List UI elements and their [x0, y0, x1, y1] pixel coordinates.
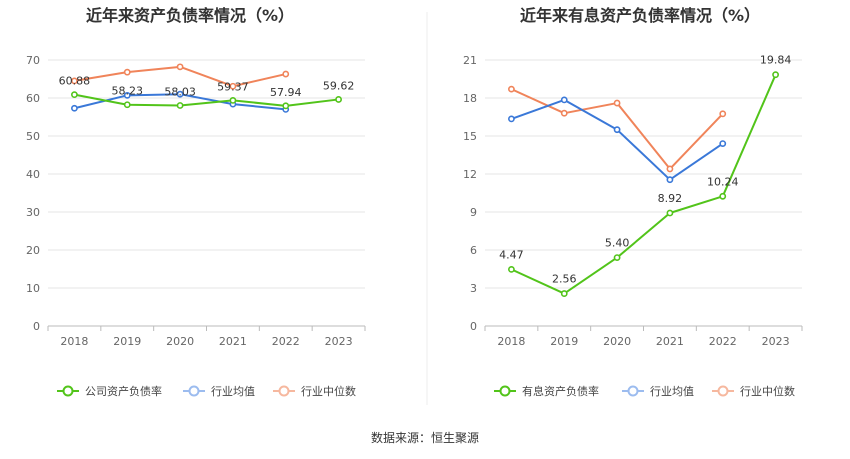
y-tick-label: 20: [26, 244, 40, 257]
legend-swatch-marker: [627, 385, 639, 397]
data-point[interactable]: [666, 176, 674, 184]
x-tick-label: 2020: [166, 335, 194, 348]
data-point[interactable]: [71, 104, 78, 112]
data-point[interactable]: [176, 90, 184, 98]
data-label: 19.84: [760, 54, 792, 67]
data-point[interactable]: [772, 71, 779, 79]
y-tick-label: 3: [470, 282, 477, 295]
data-point[interactable]: [508, 115, 515, 123]
y-tick-label: 15: [463, 130, 477, 143]
data-source-note: 数据来源：恒生聚源: [371, 430, 479, 445]
data-label: 2.56: [552, 273, 577, 286]
data-point[interactable]: [613, 254, 621, 261]
x-tick-label: 2022: [709, 335, 737, 348]
data-point[interactable]: [560, 109, 568, 117]
data-point[interactable]: [176, 63, 184, 71]
data-label: 59.37: [217, 80, 249, 93]
y-tick-label: 50: [26, 130, 40, 143]
legend-label: 公司资产负债率: [85, 384, 162, 398]
legend-item[interactable]: 公司资产负债率: [57, 384, 162, 398]
y-tick-label: 9: [470, 206, 477, 219]
data-label: 58.23: [112, 85, 144, 98]
data-label: 4.47: [499, 248, 524, 261]
legend-swatch-marker: [62, 385, 74, 397]
data-point[interactable]: [71, 91, 78, 99]
data-point[interactable]: [335, 96, 342, 103]
data-point[interactable]: [666, 165, 674, 173]
chart-title: 近年来资产负债率情况（%）: [86, 6, 294, 25]
legend-swatch-marker: [717, 385, 729, 397]
legend-item[interactable]: 行业中位数: [273, 384, 356, 398]
data-point[interactable]: [123, 101, 131, 109]
legend-item[interactable]: 行业均值: [622, 385, 694, 398]
data-point[interactable]: [560, 290, 568, 297]
x-tick-label: 2021: [656, 335, 684, 348]
series-line: [511, 98, 724, 181]
chart-title: 近年来有息资产负债率情况（%）: [520, 6, 760, 25]
legend-swatch-marker: [188, 385, 200, 397]
legend-item[interactable]: 行业均值: [183, 385, 255, 398]
data-point[interactable]: [123, 68, 131, 76]
data-label: 10.24: [707, 175, 739, 188]
y-tick-label: 70: [26, 54, 40, 67]
y-tick-label: 10: [26, 282, 40, 295]
y-tick-label: 0: [470, 320, 477, 333]
legend-item[interactable]: 有息资产负债率: [494, 384, 599, 398]
data-point[interactable]: [613, 126, 621, 134]
data-point[interactable]: [229, 96, 237, 104]
legend-swatch-marker: [278, 385, 290, 397]
data-point[interactable]: [71, 77, 78, 85]
data-point[interactable]: [613, 99, 621, 107]
data-point[interactable]: [123, 91, 131, 99]
x-tick-label: 2022: [272, 335, 300, 348]
chart-interest-bearing-debt-ratio: 近年来有息资产负债率情况（%） 0 3 6 9 12 15 18 21 2018 2019 2020 2…: [463, 6, 803, 398]
x-tick-label: 2018: [60, 335, 88, 348]
data-point[interactable]: [282, 102, 290, 110]
series-line: [74, 93, 339, 107]
y-tick-label: 6: [470, 244, 477, 257]
chart-total-debt-ratio: 近年来资产负债率情况（%） 0 10 20 30 40 50 60 70 2018 2019 2020…: [26, 6, 366, 398]
series-line: [511, 74, 777, 295]
data-point[interactable]: [229, 82, 237, 90]
y-tick-label: 0: [33, 320, 40, 333]
x-tick-label: 2020: [603, 335, 631, 348]
legend-label: 有息资产负债率: [522, 384, 599, 398]
y-tick-label: 60: [26, 92, 40, 105]
data-label: 57.94: [270, 86, 302, 99]
data-point[interactable]: [508, 85, 515, 93]
data-point[interactable]: [719, 140, 727, 147]
data-point[interactable]: [508, 265, 515, 273]
y-tick-label: 40: [26, 168, 40, 181]
data-point[interactable]: [719, 192, 727, 200]
data-label: 60.88: [59, 75, 91, 88]
y-tick-label: 21: [463, 54, 477, 67]
x-tick-label: 2019: [113, 335, 141, 348]
y-tick-label: 30: [26, 206, 40, 219]
legend-label: 行业均值: [211, 385, 255, 398]
data-point[interactable]: [282, 70, 290, 78]
x-tick-label: 2023: [325, 335, 353, 348]
legend-label: 行业中位数: [301, 384, 356, 398]
legend-swatch-marker: [499, 385, 511, 397]
data-point[interactable]: [176, 102, 184, 109]
data-label: 59.62: [323, 79, 355, 92]
y-tick-label: 18: [463, 92, 477, 105]
legend-label: 行业均值: [650, 385, 694, 398]
x-tick-label: 2023: [762, 335, 790, 348]
data-label: 8.92: [658, 192, 683, 205]
x-tick-label: 2021: [219, 335, 247, 348]
x-tick-label: 2018: [497, 335, 525, 348]
data-point[interactable]: [560, 96, 568, 104]
data-label: 5.40: [605, 237, 630, 250]
data-point[interactable]: [719, 110, 727, 118]
y-tick-label: 12: [463, 168, 477, 181]
legend-label: 行业中位数: [740, 384, 795, 398]
legend-item[interactable]: 行业中位数: [712, 384, 795, 398]
x-tick-label: 2019: [550, 335, 578, 348]
data-label: 58.03: [164, 85, 196, 98]
data-point[interactable]: [666, 209, 674, 217]
